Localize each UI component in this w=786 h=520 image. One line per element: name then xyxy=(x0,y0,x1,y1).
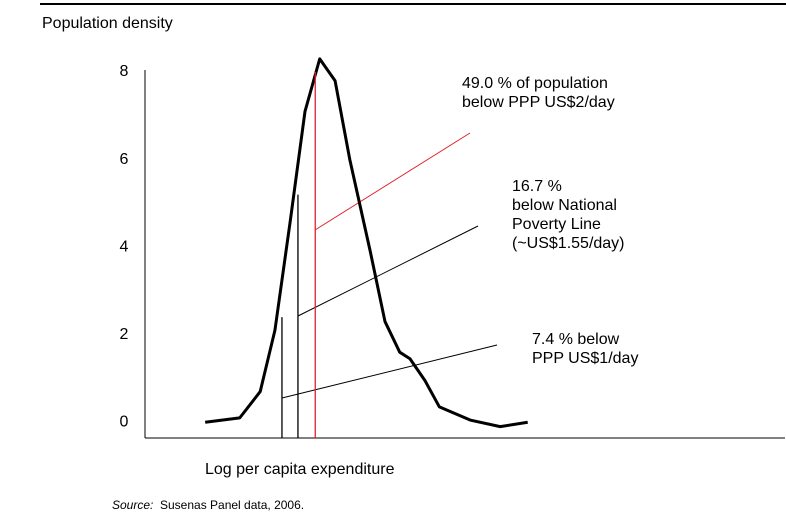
leader-line xyxy=(281,344,498,399)
leader-line xyxy=(314,132,471,231)
y-tick-label: 6 xyxy=(120,151,129,168)
annotation: 7.4 % below xyxy=(532,331,620,348)
annotation: 49.0 % of population xyxy=(462,75,608,92)
annotation: 16.7 % xyxy=(512,178,562,195)
leader-line xyxy=(297,225,479,317)
density-curve xyxy=(204,57,528,429)
y-tick-label: 0 xyxy=(120,413,129,430)
source-text: Susenas Panel data, 2006. xyxy=(160,498,304,512)
y-axis-label: Population density xyxy=(42,15,173,32)
annotation: PPP US$1/day xyxy=(532,350,638,367)
annotation: Poverty Line xyxy=(512,216,601,233)
annotation: below PPP US$2/day xyxy=(462,94,615,111)
annotation: below National xyxy=(512,197,617,214)
source-label: Source: xyxy=(112,498,153,512)
y-tick-label: 4 xyxy=(120,238,129,255)
x-axis-label: Log per capita expenditure xyxy=(205,461,395,478)
y-tick-label: 8 xyxy=(120,63,129,80)
y-tick-label: 2 xyxy=(120,326,129,343)
annotation: (~US$1.55/day) xyxy=(512,235,625,252)
